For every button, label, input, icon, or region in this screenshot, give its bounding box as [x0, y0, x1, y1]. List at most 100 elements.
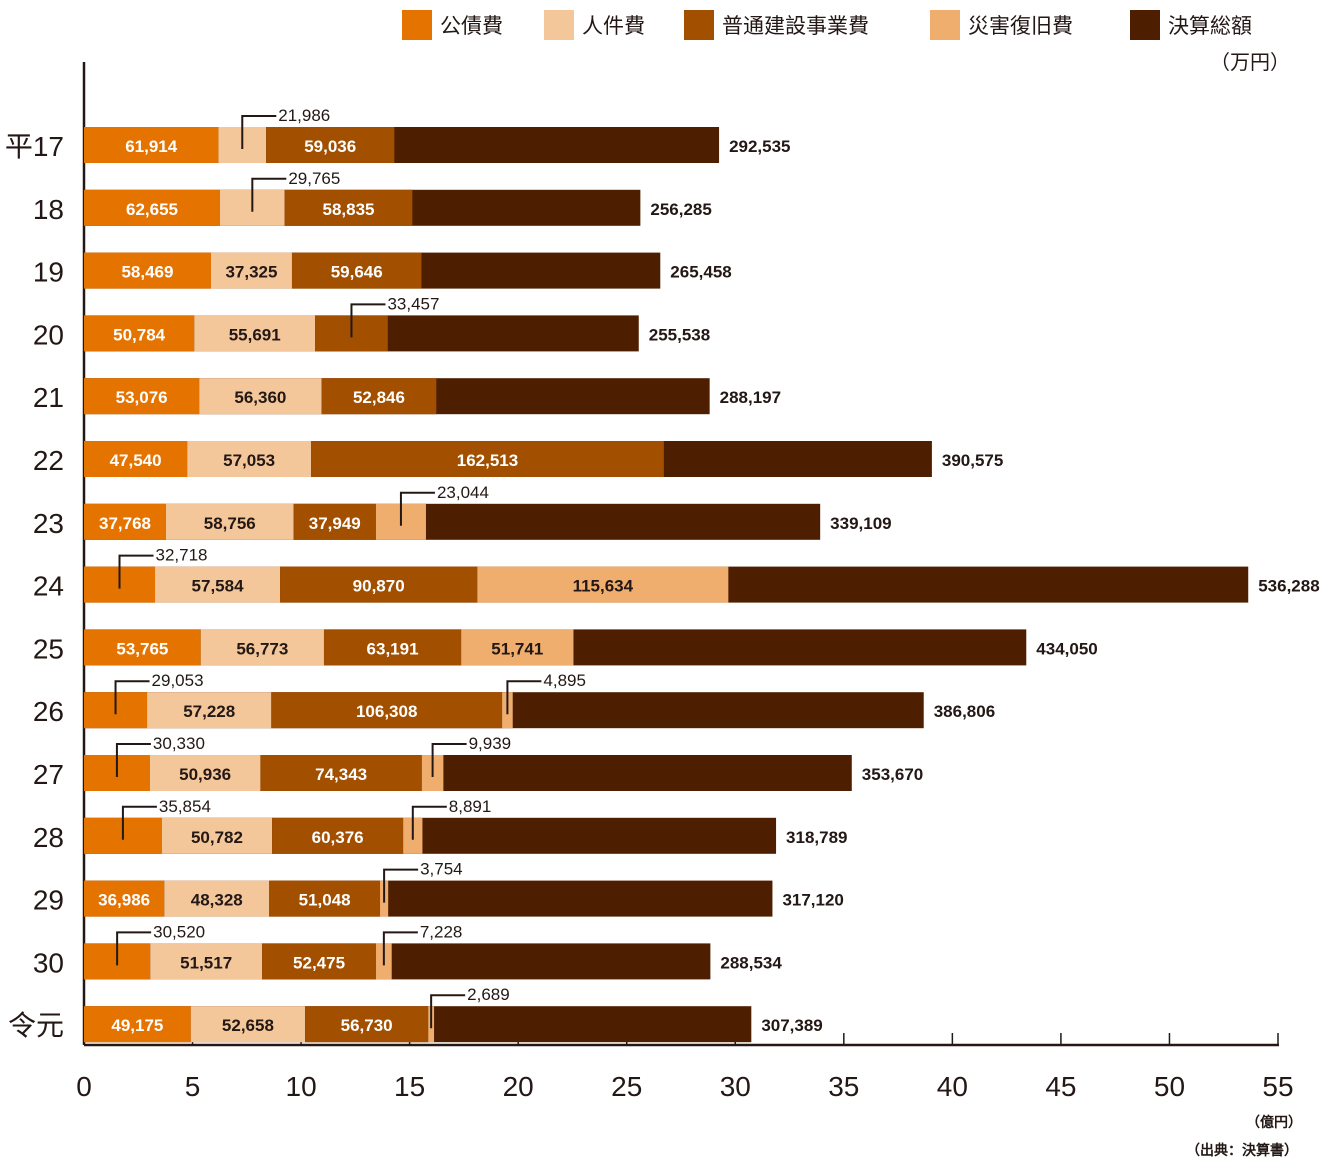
- callout-leader-line: [114, 680, 150, 715]
- category-label: 28: [33, 822, 64, 853]
- total-value-label: 386,806: [934, 702, 995, 721]
- legend-label-kessan-sougaku: 決算総額: [1168, 14, 1252, 38]
- total-value-label: 536,288: [1258, 577, 1319, 596]
- total-value-label: 288,534: [720, 953, 782, 972]
- category-label: 19: [33, 257, 64, 288]
- x-tick-label: 10: [286, 1071, 317, 1102]
- callout-value-label: 35,854: [159, 797, 211, 816]
- segment-value-label: 37,949: [309, 514, 361, 533]
- bar-segment-kousaihi: [84, 189, 221, 226]
- total-value-label: 256,285: [650, 200, 711, 219]
- legend-item-kousaihi: 公債費: [402, 10, 503, 40]
- total-value-label: 390,575: [942, 451, 1003, 470]
- bar-segment-jinkenhi: [150, 943, 263, 980]
- x-tick-label: 50: [1154, 1071, 1185, 1102]
- segment-value-label: 56,730: [341, 1016, 393, 1035]
- segment-value-label: 50,936: [179, 765, 231, 784]
- callout-leader-line: [116, 931, 152, 966]
- total-value-label: 292,535: [729, 137, 790, 156]
- bar-segment-kousaihi: [84, 629, 201, 666]
- segment-value-label: 115,634: [573, 577, 634, 596]
- x-tick-label: 15: [394, 1071, 425, 1102]
- bar-segment-kousaihi: [84, 315, 195, 352]
- callout-value-label: 7,228: [420, 922, 463, 941]
- total-value-label: 318,789: [786, 828, 847, 847]
- segment-value-label: 56,360: [234, 388, 286, 407]
- callout-leader-line: [241, 115, 277, 149]
- bar-segment-kousaihi: [84, 127, 219, 163]
- total-value-label: 317,120: [782, 891, 843, 910]
- callout-value-label: 32,718: [156, 546, 208, 565]
- category-label: 平17: [5, 131, 64, 162]
- segment-value-label: 57,228: [183, 702, 235, 721]
- bar-segment-futsuu-kensetsu: [266, 127, 395, 163]
- total-value-label: 434,050: [1036, 639, 1097, 658]
- x-tick-label: 0: [76, 1071, 92, 1102]
- segment-value-label: 47,540: [110, 451, 162, 470]
- total-value-label: 353,670: [862, 765, 923, 784]
- value-unit-label: （万円）: [1210, 50, 1290, 74]
- legend-item-jinkenhi: 人件費: [544, 10, 645, 40]
- legend-swatch-kessan-sougaku: [1130, 10, 1160, 40]
- category-label: 令元: [8, 1010, 64, 1041]
- segment-value-label: 51,517: [180, 953, 232, 972]
- legend-swatch-kousaihi: [402, 10, 432, 40]
- category-label: 18: [33, 194, 64, 225]
- bar-segment-kousaihi: [84, 378, 200, 415]
- segment-value-label: 51,048: [299, 891, 351, 910]
- segment-value-label: 37,768: [99, 514, 151, 533]
- x-tick-label: 40: [937, 1071, 968, 1102]
- legend-item-futsuu-kensetsu: 普通建設事業費: [684, 10, 869, 40]
- category-label: 29: [33, 885, 64, 916]
- legend: 公債費 人件費 普通建設事業費 災害復旧費 決算総額: [0, 10, 1328, 44]
- segment-value-label: 59,646: [331, 263, 383, 282]
- legend-item-saigai-fukkyu: 災害復旧費: [930, 10, 1073, 40]
- callout-value-label: 21,986: [278, 106, 330, 125]
- bar-segment-futsuu-kensetsu: [321, 378, 437, 415]
- segment-value-label: 53,076: [116, 388, 168, 407]
- callout-leader-line: [411, 805, 447, 840]
- callout-leader-line: [430, 994, 466, 1029]
- bar-segment-kousaihi: [84, 1006, 191, 1043]
- segment-value-label: 37,325: [225, 263, 277, 282]
- total-value-label: 307,389: [761, 1016, 822, 1035]
- callout-value-label: 30,520: [153, 922, 205, 941]
- bar-segment-futsuu-kensetsu: [311, 441, 664, 477]
- callout-value-label: 33,457: [387, 294, 439, 313]
- callout-leader-line: [121, 805, 157, 840]
- callout-leader-line: [118, 554, 154, 589]
- segment-value-label: 51,741: [491, 639, 543, 658]
- x-tick-label: 45: [1045, 1071, 1076, 1102]
- bar-segment-jinkenhi: [147, 692, 272, 729]
- segment-value-label: 59,036: [304, 137, 356, 156]
- callout-value-label: 3,754: [420, 860, 463, 879]
- segment-value-label: 58,756: [204, 514, 256, 533]
- x-tick-label: 35: [828, 1071, 859, 1102]
- bar-segment-jinkenhi: [161, 817, 273, 854]
- legend-label-futsuu-kensetsu: 普通建設事業費: [722, 14, 869, 38]
- legend-label-kousaihi: 公債費: [440, 14, 503, 38]
- category-label: 26: [33, 696, 64, 727]
- segment-value-label: 74,343: [315, 765, 367, 784]
- callout-leader-line: [382, 931, 418, 966]
- total-value-label: 265,458: [670, 263, 731, 282]
- segment-value-label: 56,773: [236, 639, 288, 658]
- legend-item-kessan-sougaku: 決算総額: [1130, 10, 1252, 40]
- bar-segment-futsuu-kensetsu: [269, 880, 381, 917]
- bar-segment-futsuu-kensetsu: [323, 629, 462, 666]
- bar-segment-jinkenhi: [210, 252, 292, 289]
- legend-swatch-jinkenhi: [544, 10, 574, 40]
- category-label: 24: [33, 571, 64, 602]
- segment-value-label: 58,469: [121, 263, 173, 282]
- segment-value-label: 52,475: [293, 953, 345, 972]
- callout-value-label: 29,053: [152, 671, 204, 690]
- total-value-label: 288,197: [720, 388, 781, 407]
- bar-segment-futsuu-kensetsu: [284, 189, 413, 226]
- segment-value-label: 55,691: [229, 325, 281, 344]
- segment-value-label: 36,986: [98, 891, 150, 910]
- segment-value-label: 57,584: [192, 577, 245, 596]
- source-label: （出典：決算書）: [1186, 1143, 1298, 1159]
- x-tick-label: 5: [185, 1071, 201, 1102]
- callout-value-label: 29,765: [288, 169, 340, 188]
